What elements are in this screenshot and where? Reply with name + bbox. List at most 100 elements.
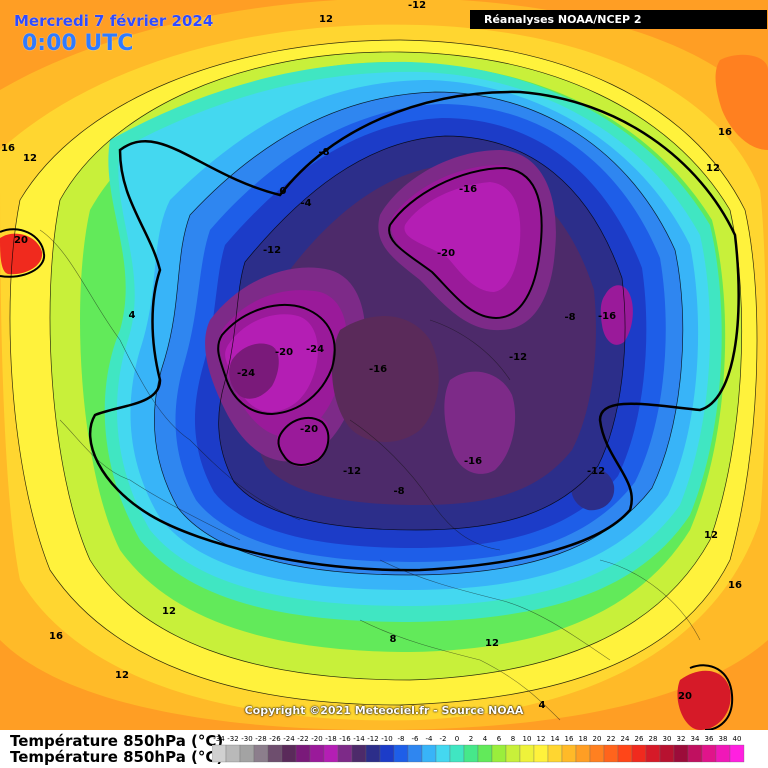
svg-text:-8: -8 (318, 147, 329, 158)
map-date: Mercredi 7 février 2024 (14, 12, 214, 30)
legend-swatch (715, 744, 731, 763)
legend-swatch (533, 744, 549, 763)
legend-colorbar: -34 -32 -30 -28 -26 -24 -22 -20 -18 -16 -14 -12 -10-… (212, 735, 745, 763)
svg-text:20: 20 (678, 691, 692, 702)
source-badge: Réanalyses NOAA/NCEP 2 (470, 10, 767, 29)
legend-tick-label: -30 (241, 735, 252, 743)
legend-tick-label: 4 (483, 735, 488, 743)
svg-text:-24: -24 (237, 368, 255, 379)
svg-text:8: 8 (390, 634, 397, 645)
contour-label: -24 (306, 344, 324, 355)
legend-swatch (323, 744, 339, 763)
legend-area: Température 850hPa (°C) Température 850h… (0, 730, 768, 768)
contour-label: 12 (706, 163, 720, 174)
legend-tick-label: -20 (311, 735, 322, 743)
legend-swatch (547, 744, 563, 763)
legend-tick-label: 30 (663, 735, 672, 743)
legend-swatch (281, 744, 297, 763)
svg-text:-16: -16 (369, 364, 387, 375)
legend-tick-label: 16 (565, 735, 574, 743)
svg-text:-20: -20 (300, 424, 318, 435)
svg-text:16: 16 (49, 631, 63, 642)
legend-swatch (225, 744, 241, 763)
legend-swatch (575, 744, 591, 763)
legend-swatch (393, 744, 409, 763)
svg-text:-24: -24 (306, 344, 324, 355)
warm-core-atlantic (0, 233, 43, 275)
contour-label: 16 (49, 631, 63, 642)
contour-label: 0 (280, 186, 287, 197)
cold-core-central (331, 316, 439, 442)
contour-label: -12 (587, 466, 605, 477)
legend-swatch (617, 744, 633, 763)
contour-label: 16 (728, 580, 742, 591)
legend-tick-label: -28 (255, 735, 266, 743)
legend-swatch (407, 744, 423, 763)
legend-tick-label: 26 (635, 735, 644, 743)
legend-tick-label: 18 (579, 735, 588, 743)
map-time: 0:00 UTC (22, 31, 134, 56)
legend-swatch (337, 744, 353, 763)
legend-swatch (421, 744, 437, 763)
isotherm-20-pacific (689, 664, 734, 730)
legend-title: Température 850hPa (°C) Température 850h… (10, 733, 223, 765)
legend-tick-label: 28 (649, 735, 658, 743)
cold-pocket-siberia-east (571, 468, 615, 511)
legend-tick-label: 32 (677, 735, 686, 743)
legend-swatch (491, 744, 507, 763)
warm-core-pacific (677, 670, 731, 730)
svg-text:20: 20 (14, 235, 28, 246)
legend-tick-label: 0 (455, 735, 459, 743)
legend-tick-label: 40 (733, 735, 742, 743)
legend-swatch (659, 744, 675, 763)
legend-swatch (519, 744, 535, 763)
contour-label: 12 (162, 606, 176, 617)
svg-text:-12: -12 (343, 466, 361, 477)
contour-label: -8 (393, 486, 404, 497)
legend-tick-label: -18 (325, 735, 336, 743)
svg-text:12: 12 (704, 530, 718, 541)
legend-tick-label: 2 (469, 735, 473, 743)
legend-tick-label: -10 (381, 735, 392, 743)
contour-label: 4 (539, 700, 546, 711)
legend-tick-label: 14 (551, 735, 560, 743)
legend-swatch (589, 744, 605, 763)
legend-swatch (267, 744, 283, 763)
svg-text:-20: -20 (275, 347, 293, 358)
contour-label: -16 (369, 364, 387, 375)
legend-tick-label: -14 (353, 735, 365, 743)
svg-text:12: 12 (706, 163, 720, 174)
svg-text:-8: -8 (564, 312, 575, 323)
isotherm-20-atlantic (0, 228, 46, 278)
contour-label: -12 (408, 0, 426, 11)
legend-tick-label: 10 (523, 735, 532, 743)
warm-spot-north-east (715, 54, 768, 150)
legend-tick-label: -26 (269, 735, 281, 743)
legend-tick-label: 38 (719, 735, 728, 743)
contour-label: -20 (300, 424, 318, 435)
legend-title-line: Température 850hPa (°C) (10, 748, 224, 766)
legend-swatch (351, 744, 367, 763)
svg-text:-20: -20 (437, 248, 455, 259)
legend-tick-label: -12 (367, 735, 378, 743)
contour-label: -24 (237, 368, 255, 379)
legend-swatch (701, 744, 717, 763)
legend-swatch (309, 744, 325, 763)
legend-swatch (365, 744, 381, 763)
legend-swatch (687, 744, 703, 763)
legend-tick-label: -6 (412, 735, 420, 743)
legend-swatch (631, 744, 647, 763)
legend-swatch (729, 744, 745, 763)
legend-tick-label: -16 (339, 735, 351, 743)
thin-isotherms (9, 39, 758, 706)
svg-text:0: 0 (280, 186, 287, 197)
legend-swatch (603, 744, 619, 763)
svg-text:12: 12 (115, 670, 129, 681)
contour-label: -8 (564, 312, 575, 323)
legend-swatch (295, 744, 311, 763)
svg-text:4: 4 (539, 700, 546, 711)
legend-tick-label: 24 (621, 735, 630, 743)
contour-label: -16 (464, 456, 482, 467)
copyright-notice: Copyright ©2021 Meteociel.fr - Source NO… (244, 704, 524, 717)
svg-text:12: 12 (319, 14, 333, 25)
